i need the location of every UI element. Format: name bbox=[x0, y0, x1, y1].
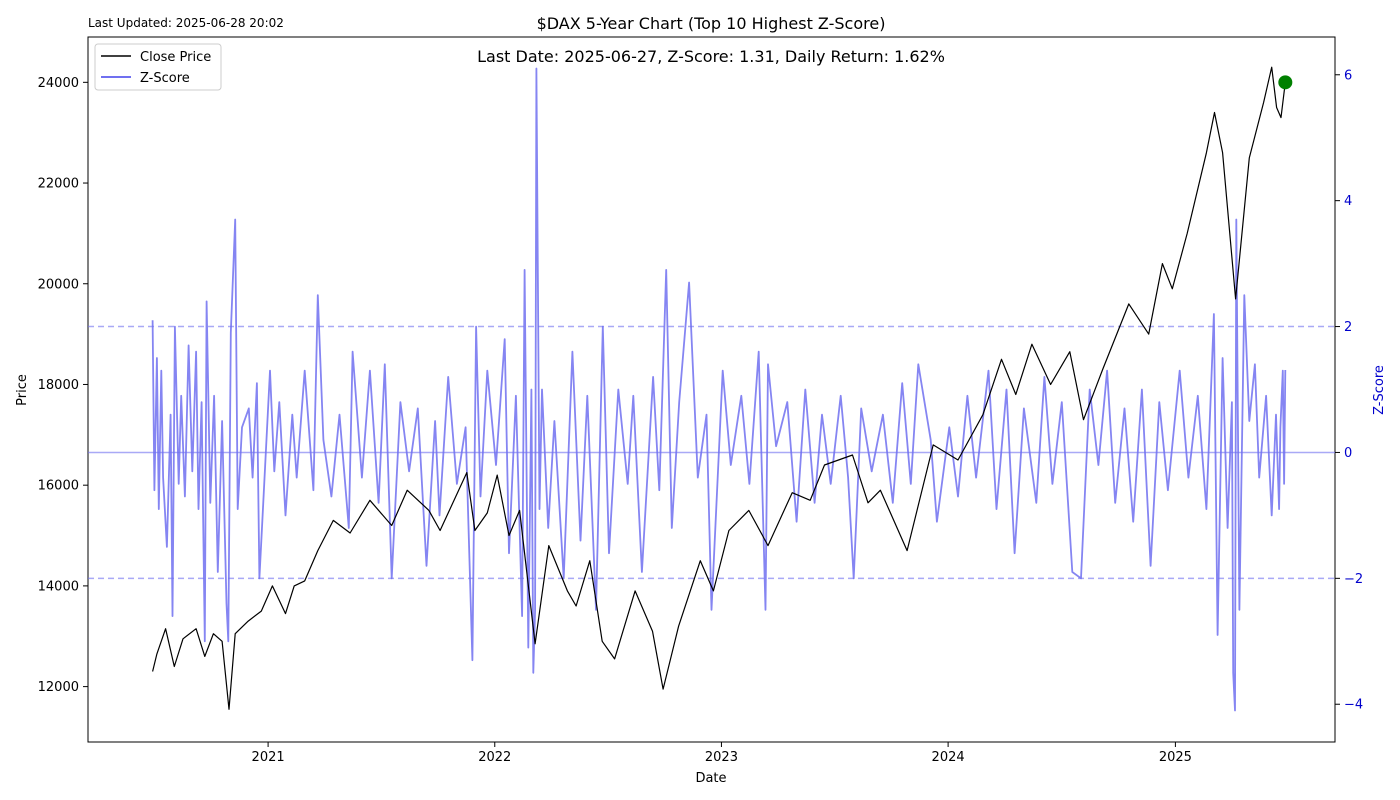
x-axis: 2021 2022 2023 2024 2025 bbox=[252, 742, 1192, 765]
last-updated-label: Last Updated: 2025-06-28 20:02 bbox=[88, 16, 284, 30]
x-tick-label: 2021 bbox=[252, 750, 285, 765]
y2-tick-label: −2 bbox=[1344, 572, 1363, 587]
legend-label-zscore: Z-Score bbox=[140, 71, 190, 86]
y-tick-label: 16000 bbox=[38, 479, 79, 494]
y2-tick-label: −4 bbox=[1344, 698, 1363, 713]
y-tick-label: 14000 bbox=[38, 579, 79, 594]
y-axis-price: 12000 14000 16000 18000 20000 22000 24000 bbox=[38, 76, 88, 695]
last-point-markers bbox=[1278, 75, 1293, 90]
close-price-line bbox=[152, 66, 1286, 710]
y-tick-label: 18000 bbox=[38, 378, 79, 393]
y-tick-label: 12000 bbox=[38, 680, 79, 695]
x-tick-label: 2024 bbox=[932, 750, 965, 765]
y-axis-zscore: −4 −2 0 2 4 6 bbox=[1335, 68, 1363, 713]
y2-tick-label: 0 bbox=[1344, 446, 1352, 461]
y-tick-label: 24000 bbox=[38, 76, 79, 91]
plot-area bbox=[87, 36, 1336, 743]
legend: Close Price Z-Score bbox=[94, 43, 222, 91]
y-tick-label: 22000 bbox=[38, 177, 79, 192]
x-tick-label: 2022 bbox=[478, 750, 511, 765]
y2-tick-label: 4 bbox=[1344, 194, 1352, 209]
plot-frame bbox=[87, 36, 1336, 743]
x-tick-label: 2023 bbox=[705, 750, 738, 765]
zscore-series bbox=[151, 67, 1287, 712]
last-price-marker bbox=[1278, 75, 1293, 90]
legend-label-close-price: Close Price bbox=[140, 50, 211, 65]
y2-tick-label: 2 bbox=[1344, 320, 1352, 335]
x-axis-label: Date bbox=[695, 771, 726, 786]
zscore-line bbox=[151, 67, 1287, 712]
x-tick-label: 2025 bbox=[1159, 750, 1192, 765]
chart-title: $DAX 5-Year Chart (Top 10 Highest Z-Scor… bbox=[537, 14, 886, 33]
close-price-series bbox=[152, 66, 1286, 710]
y2-axis-label: Z-Score bbox=[1372, 365, 1387, 415]
y-tick-label: 20000 bbox=[38, 277, 79, 292]
y2-tick-label: 6 bbox=[1344, 68, 1352, 83]
y-axis-label: Price bbox=[15, 374, 30, 406]
last-date-annotation: Last Date: 2025-06-27, Z-Score: 1.31, Da… bbox=[477, 47, 945, 66]
